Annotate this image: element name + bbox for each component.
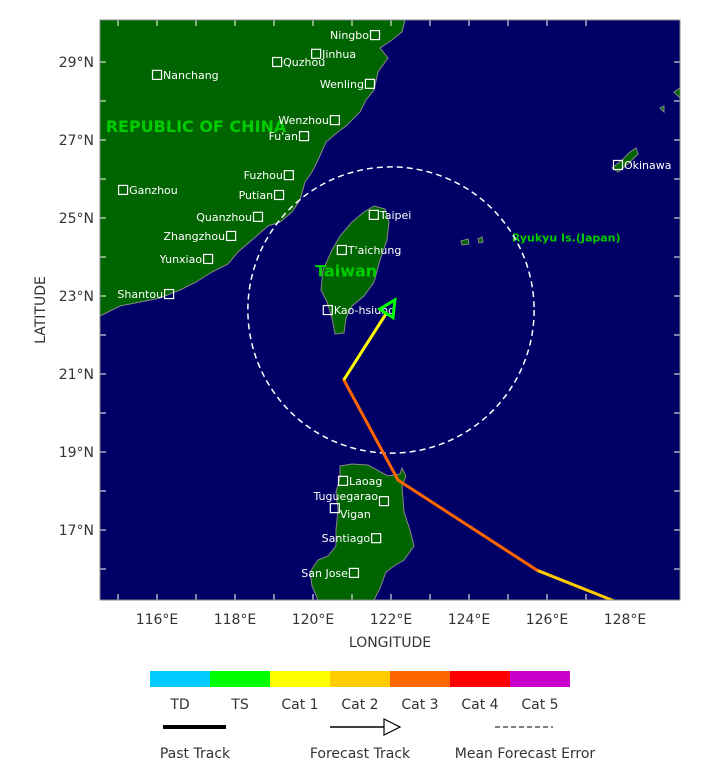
lon-tick-label: 118°E: [214, 612, 257, 628]
city-label: Fu'an: [269, 130, 298, 143]
city-marker-icon: [336, 244, 347, 256]
lon-tick-label: 128°E: [604, 612, 647, 628]
city-marker-icon: [329, 503, 340, 514]
lon-tick-label: 126°E: [526, 612, 569, 628]
legend-swatch-cat-2: [330, 671, 390, 687]
legend-swatch-cat-4: [450, 671, 510, 687]
city-label: Taipei: [379, 209, 412, 222]
legend-swatch-td: [150, 671, 210, 687]
past-track-segment: [342, 378, 400, 482]
city-label: Nanchang: [163, 69, 219, 82]
city-label: Laoag: [349, 475, 382, 488]
city-marker-icon: [329, 115, 340, 126]
city-marker-icon: [163, 288, 175, 300]
city-label: Ganzhou: [129, 184, 178, 197]
mean-error-label: Mean Forecast Error: [455, 746, 596, 760]
city-marker-icon: [202, 253, 214, 265]
city-label: Quzhou: [283, 56, 325, 69]
city-label: Putian: [239, 189, 274, 202]
plot-frame: [99, 19, 681, 601]
city-label: Yunxiao: [159, 253, 203, 266]
y-axis-label: LATITUDE: [33, 276, 49, 344]
city-marker-icon: [298, 131, 310, 142]
city-label: Santiago: [322, 532, 371, 545]
city-marker-icon: [371, 533, 382, 544]
city-label: T'aichung: [347, 244, 402, 257]
land-islet: [659, 105, 665, 114]
legend-label: Cat 3: [401, 697, 438, 713]
legend-label: TD: [169, 697, 189, 713]
land-taiwan: [320, 205, 390, 335]
mean-forecast-error-circle: [247, 166, 535, 454]
city-marker-icon: [378, 496, 390, 507]
legend-swatch-cat-1: [270, 671, 330, 687]
city-label: Zhangzhou: [163, 230, 225, 243]
lon-tick-label: 116°E: [136, 612, 179, 628]
legend-swatch-cat-3: [390, 671, 450, 687]
legend-swatch-cat-5: [510, 671, 570, 687]
city-label: Jinhua: [321, 48, 356, 61]
forecast-arrowhead-icon: [376, 297, 397, 321]
region-label: Taiwan: [315, 262, 377, 281]
city-marker-icon: [364, 78, 376, 89]
land-islet: [673, 87, 680, 99]
lat-tick-label: 17°N: [59, 523, 94, 539]
city-marker-icon: [272, 56, 283, 68]
legend-swatch-ts: [210, 671, 270, 687]
city-marker-icon: [117, 184, 129, 196]
forecast-track-segment: [342, 312, 388, 381]
city-label: Quanzhou: [196, 211, 252, 224]
city-label: Fuzhou: [244, 169, 283, 182]
region-label: REPUBLIC OF CHINA: [106, 117, 287, 136]
legend-label: Cat 4: [461, 697, 498, 713]
city-marker-icon: [226, 230, 237, 242]
region-label: Ryukyu Is.(Japan): [512, 231, 621, 244]
city-marker-icon: [337, 475, 349, 486]
city-label: Okinawa: [624, 159, 672, 172]
legend-label: TS: [230, 697, 249, 713]
lat-tick-label: 29°N: [59, 55, 94, 71]
city-marker-icon: [348, 567, 360, 579]
city-label: Tuguegarao: [313, 490, 379, 503]
lon-tick-label: 124°E: [448, 612, 491, 628]
city-marker-icon: [322, 304, 333, 316]
lat-tick-label: 27°N: [59, 133, 94, 149]
lon-tick-label: 120°E: [292, 612, 335, 628]
city-label: Ningbo: [330, 29, 369, 42]
land-okinawa: [611, 147, 639, 173]
city-label: Wenzhou: [278, 114, 328, 127]
city-marker-icon: [612, 159, 624, 171]
city-marker-icon: [283, 170, 294, 181]
city-label: Shantou: [117, 288, 163, 301]
x-axis-label: LONGITUDE: [349, 635, 431, 651]
past-track-segment: [396, 478, 539, 572]
city-label: Wenling: [320, 78, 364, 91]
legend-label: Cat 5: [521, 697, 558, 713]
land-china: [100, 20, 406, 317]
legend-label: Cat 1: [281, 697, 318, 713]
lon-tick-label: 122°E: [370, 612, 413, 628]
city-label: San Jose: [301, 567, 348, 580]
city-marker-icon: [368, 209, 379, 220]
map-area: REPUBLIC OF CHINA Taiwan Ryukyu Is.(Japan)…: [100, 20, 680, 600]
lat-tick-label: 21°N: [59, 367, 94, 383]
lat-tick-label: 19°N: [59, 445, 94, 461]
past-track-label: Past Track: [160, 746, 231, 760]
land-ryukyu-islet: [460, 238, 470, 246]
city-marker-icon: [311, 48, 322, 59]
forecast-track-label: Forecast Track: [310, 746, 411, 760]
city-marker-icon: [273, 189, 285, 201]
lat-tick-label: 25°N: [59, 211, 94, 227]
legend-label: Cat 2: [341, 697, 378, 713]
lat-tick-label: 23°N: [59, 289, 94, 305]
city-label: Vigan: [340, 508, 371, 521]
forecast-arrow-icon: [383, 718, 402, 736]
city-marker-icon: [369, 29, 381, 41]
past-track-segment: [535, 568, 616, 600]
city-marker-icon: [252, 211, 264, 222]
city-marker-icon: [151, 69, 163, 80]
land-ryukyu-islet: [477, 236, 484, 244]
